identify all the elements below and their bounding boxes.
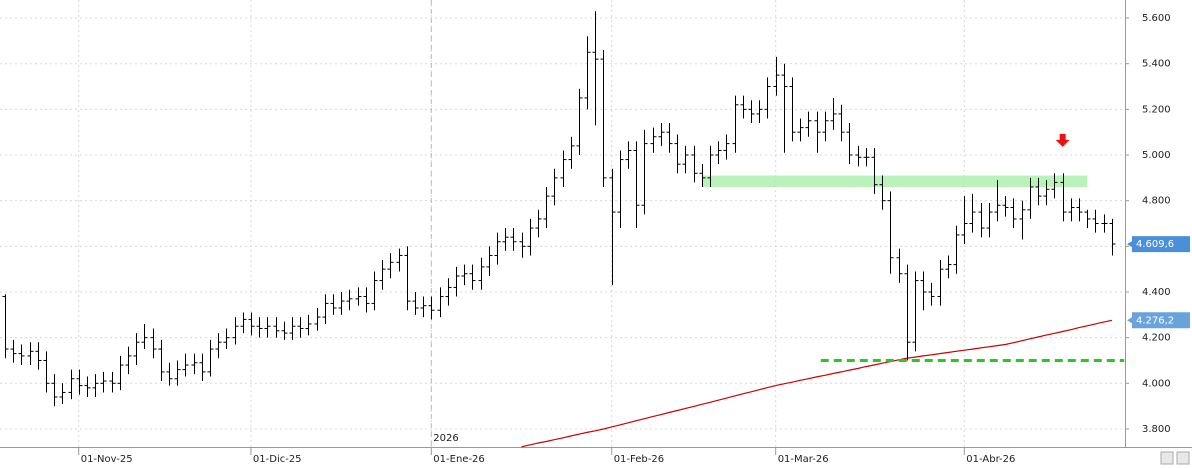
y-tick-label: 4.200: [1142, 333, 1171, 344]
y-tick-label: 4.800: [1142, 196, 1171, 207]
signal-arrow: [1055, 133, 1070, 147]
moving-average-line: [521, 319, 1113, 448]
price-label-box: [1132, 312, 1190, 329]
price-label: 4.609,6: [1136, 239, 1174, 250]
x-tick-label: 01-Nov-25: [81, 454, 133, 465]
y-tick-label: 5.000: [1142, 150, 1171, 161]
year-label: 2026: [433, 433, 458, 444]
x-tick-label: 01-Abr-26: [966, 454, 1015, 465]
y-tick-label: 4.000: [1142, 378, 1171, 389]
price-label: 4.276,2: [1136, 315, 1174, 326]
x-tick-label: 01-Ene-26: [433, 454, 484, 465]
price-pointer: [1127, 317, 1132, 324]
price-pointer: [1127, 241, 1132, 248]
zoom-button[interactable]: [1160, 451, 1174, 465]
y-tick-label: 4.400: [1142, 287, 1171, 298]
y-tick-label: 5.400: [1142, 59, 1171, 70]
y-tick-label: 5.200: [1142, 104, 1171, 115]
x-tick-label: 01-Mar-26: [778, 454, 829, 465]
x-tick-label: 01-Dic-25: [253, 454, 302, 465]
y-tick-label: 3.800: [1142, 424, 1171, 435]
x-tick-label: 01-Feb-26: [614, 454, 664, 465]
settings-button[interactable]: [1176, 451, 1190, 465]
support-zone: [701, 175, 1088, 187]
price-label-box: [1132, 236, 1190, 253]
y-tick-label: 5.600: [1142, 13, 1171, 24]
